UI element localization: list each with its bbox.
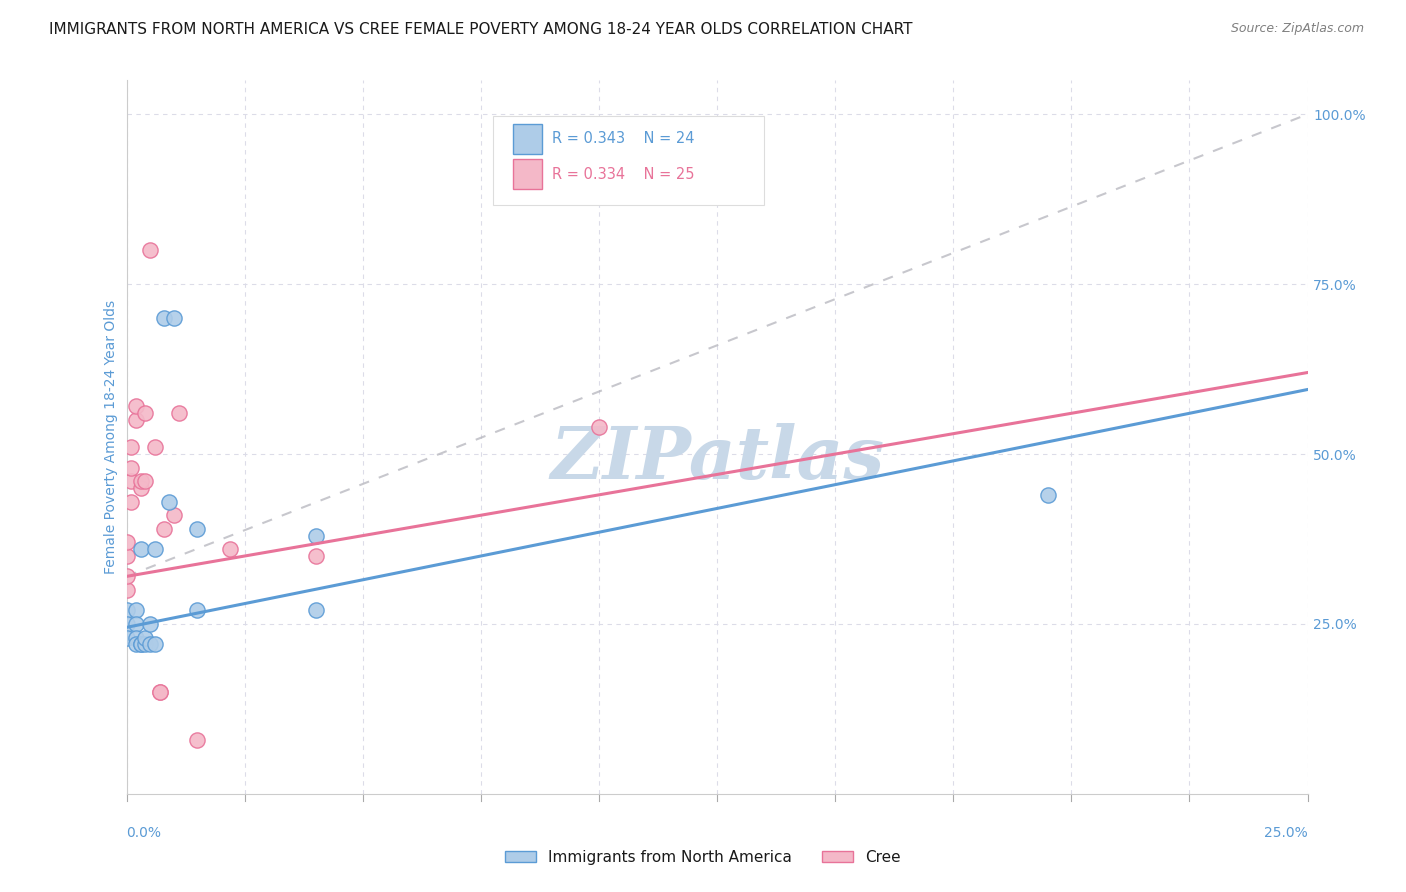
Text: 0.0%: 0.0% (127, 826, 162, 840)
Point (304, 549, 326, 563)
Point (304, 603, 326, 617)
FancyBboxPatch shape (492, 116, 765, 205)
Text: 25.0%: 25.0% (1264, 826, 1308, 840)
Point (134, 406, 156, 420)
Point (163, 508, 186, 523)
Point (120, 460, 142, 475)
Y-axis label: Female Poverty Among 18-24 Year Olds: Female Poverty Among 18-24 Year Olds (104, 300, 118, 574)
Text: IMMIGRANTS FROM NORTH AMERICA VS CREE FEMALE POVERTY AMONG 18-24 YEAR OLDS CORRE: IMMIGRANTS FROM NORTH AMERICA VS CREE FE… (49, 22, 912, 37)
Point (1036, 488, 1059, 502)
Point (115, 535, 138, 549)
Point (120, 475, 142, 489)
Point (129, 475, 152, 489)
Point (143, 542, 166, 557)
Point (134, 637, 156, 651)
Point (125, 413, 148, 427)
Text: R = 0.343    N = 24: R = 0.343 N = 24 (551, 131, 695, 146)
Point (115, 603, 138, 617)
Point (115, 631, 138, 645)
Point (139, 637, 162, 651)
Point (129, 542, 152, 557)
Point (186, 732, 208, 747)
Point (125, 603, 148, 617)
Point (304, 528, 326, 542)
Point (149, 685, 172, 699)
Point (125, 631, 148, 645)
Legend: Immigrants from North America, Cree: Immigrants from North America, Cree (499, 844, 907, 871)
Point (129, 637, 152, 651)
Point (167, 406, 190, 420)
Point (588, 420, 610, 434)
Point (143, 440, 166, 454)
Point (115, 617, 138, 632)
Point (115, 569, 138, 583)
Point (149, 685, 172, 699)
Point (186, 522, 208, 536)
Text: Source: ZipAtlas.com: Source: ZipAtlas.com (1230, 22, 1364, 36)
Point (134, 631, 156, 645)
Point (134, 475, 156, 489)
Point (139, 243, 162, 257)
Text: R = 0.334    N = 25: R = 0.334 N = 25 (551, 167, 695, 182)
Point (125, 400, 148, 414)
Point (143, 637, 166, 651)
FancyBboxPatch shape (513, 160, 543, 189)
FancyBboxPatch shape (513, 124, 543, 153)
Point (125, 637, 148, 651)
Point (120, 440, 142, 454)
Point (157, 494, 180, 508)
Point (115, 582, 138, 597)
Point (120, 494, 142, 508)
Point (153, 311, 176, 326)
Text: ZIPatlas: ZIPatlas (550, 423, 884, 494)
Point (129, 637, 152, 651)
Point (139, 617, 162, 632)
Point (115, 549, 138, 563)
Point (129, 481, 152, 495)
Point (125, 617, 148, 632)
Point (219, 542, 242, 557)
Point (186, 603, 208, 617)
Point (163, 311, 186, 326)
Point (153, 522, 176, 536)
